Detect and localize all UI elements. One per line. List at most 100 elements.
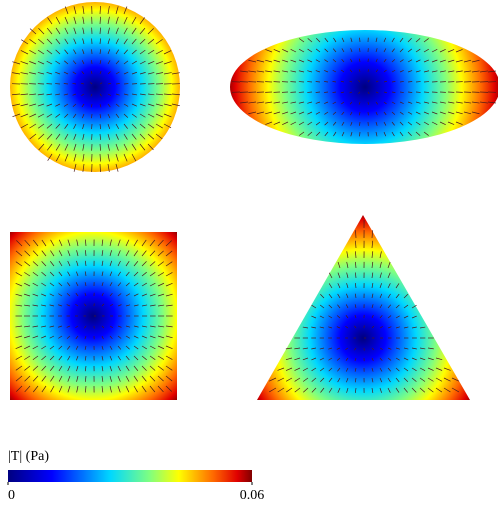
arrow (117, 375, 121, 382)
arrow (24, 239, 31, 247)
arrow (115, 6, 119, 15)
arrow (345, 367, 349, 372)
arrow (423, 121, 429, 126)
arrow (15, 261, 23, 267)
arrow (109, 325, 113, 328)
arrow (131, 133, 137, 140)
arrow (67, 282, 71, 287)
arrow (55, 60, 61, 65)
arrow (84, 345, 87, 350)
arrow (15, 304, 23, 307)
arrow (383, 131, 387, 137)
arrow (277, 387, 285, 393)
arrow (315, 70, 321, 73)
arrow (332, 121, 337, 126)
arrow (354, 325, 357, 329)
arrow (149, 345, 156, 350)
arrow (40, 325, 47, 328)
arrow (123, 60, 129, 65)
arrow (302, 377, 309, 382)
arrow (311, 377, 317, 382)
arrow (123, 123, 128, 129)
arrow (337, 293, 341, 299)
arrow (76, 239, 79, 247)
arrow (375, 91, 379, 94)
arrow (383, 58, 387, 63)
arrow (443, 367, 451, 371)
arrow (332, 48, 337, 53)
arrow (487, 101, 496, 104)
arrow (84, 292, 87, 297)
arrow (439, 121, 446, 125)
arrow (101, 335, 104, 340)
arrow (29, 123, 37, 129)
arrow (67, 375, 71, 382)
arrow (67, 355, 71, 361)
arrow (345, 304, 349, 309)
arrow (84, 271, 87, 277)
arrow (328, 304, 333, 309)
arrow (319, 315, 325, 319)
arrow (23, 325, 31, 328)
arrow (115, 113, 120, 119)
arrow (256, 59, 265, 63)
arrow (41, 250, 47, 257)
arrow (387, 261, 391, 269)
arrow (411, 315, 417, 319)
arrow (37, 103, 45, 107)
arrow (355, 272, 357, 279)
arrow (273, 70, 281, 73)
arrow (66, 325, 71, 328)
arrow (38, 143, 45, 151)
colorbar (8, 470, 252, 482)
arrow (99, 82, 103, 85)
arrow (58, 335, 63, 339)
arrow (358, 101, 361, 105)
arrow (63, 103, 69, 107)
arrow (64, 143, 69, 151)
arrow (23, 293, 31, 297)
arrow (58, 345, 63, 350)
arrow (133, 250, 139, 257)
arrow (403, 294, 409, 299)
arrow (415, 70, 421, 73)
arrow (109, 345, 113, 350)
arrow (99, 27, 101, 35)
arrow (139, 17, 145, 25)
arrow (109, 375, 112, 382)
arrow (391, 81, 396, 83)
arrow (311, 387, 317, 393)
arrow (265, 111, 273, 115)
arrow (101, 260, 104, 267)
arrow (115, 123, 120, 129)
arrow (131, 143, 137, 151)
arrow (123, 27, 128, 35)
arrow (32, 375, 39, 382)
arrow (407, 131, 412, 137)
arrow (149, 375, 156, 382)
arrow (165, 375, 173, 382)
arrow (316, 131, 321, 136)
arrow (157, 365, 164, 371)
arrow (427, 357, 434, 361)
arrow (29, 72, 37, 75)
arrow (324, 48, 329, 53)
arrow (123, 113, 129, 118)
arrow (298, 70, 305, 73)
arrow (58, 239, 63, 247)
arrow (107, 123, 111, 130)
arrow (141, 293, 148, 297)
arrow (123, 153, 128, 162)
arrow (139, 103, 146, 107)
arrow (354, 283, 357, 289)
arrow (32, 365, 39, 371)
arrow (431, 111, 438, 115)
arrow (125, 365, 130, 372)
arrow (165, 325, 173, 328)
arrow (379, 261, 382, 269)
arrow (24, 385, 31, 393)
arrow (403, 357, 409, 361)
arrow (290, 111, 297, 115)
arrow (73, 123, 77, 129)
arrow (72, 60, 77, 65)
